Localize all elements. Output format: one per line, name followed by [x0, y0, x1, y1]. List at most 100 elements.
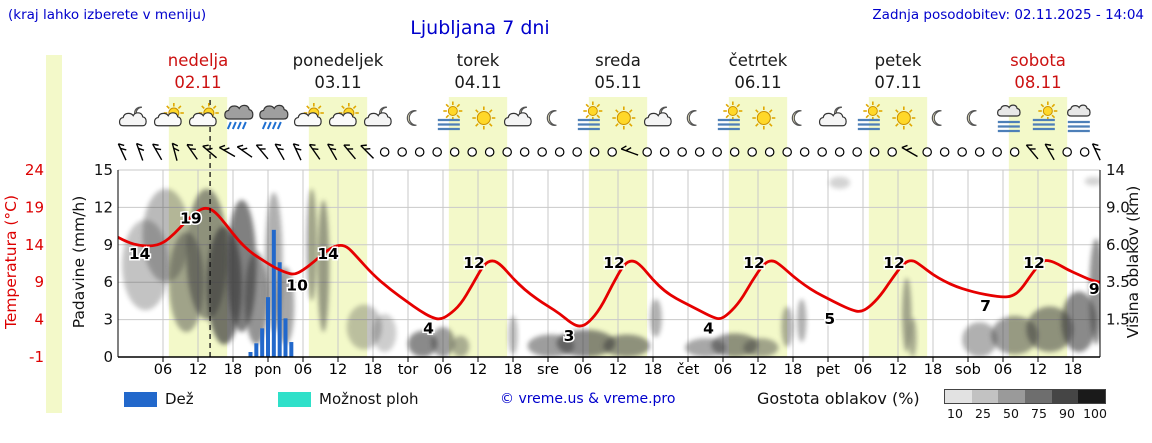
temperature-curve [118, 206, 1100, 328]
weather-icon-rain [259, 104, 289, 130]
cloud-blob [829, 176, 851, 189]
cloud-blob [431, 327, 455, 358]
cloud-blob [603, 334, 651, 357]
cloud-scale-number: 100 [1083, 406, 1107, 421]
time-tick-label: 12 [189, 362, 207, 378]
weather-icon-mooncloud [503, 106, 532, 127]
cloud-blob [508, 315, 518, 355]
moon-shape [406, 110, 417, 126]
wind-calm-circle [379, 147, 390, 157]
wind-barb [1044, 143, 1055, 161]
rain-bar [271, 229, 276, 357]
legend-rain: Dež [124, 390, 194, 408]
cloud-height-tick-label: 3.5 [1106, 273, 1130, 291]
day-name: ponedeljek [292, 51, 384, 70]
rain-drops [261, 121, 267, 130]
wind-calm-circle [414, 147, 425, 157]
wind-calm-circle [747, 147, 757, 157]
cloud-density-scale: 10 25 50 75 90 100 [941, 389, 1109, 421]
weather-icon-mooncloud [118, 106, 147, 127]
temp-tick-label: -1 [29, 348, 44, 366]
cloud-scale-number: 75 [1031, 406, 1047, 421]
wind-calm-circle [1009, 147, 1020, 157]
curve-value-label: 9 [1089, 280, 1100, 298]
cloud-height-tick-label: 1.5 [1106, 311, 1130, 329]
time-tick-label: 18 [1064, 362, 1082, 378]
rain-drops [226, 121, 232, 130]
wind-barb [901, 144, 918, 158]
moon-shape [966, 110, 977, 126]
sun-shape [1038, 101, 1058, 121]
day-name: torek [456, 51, 500, 70]
rain-bar [260, 328, 265, 357]
wind-barb [219, 144, 236, 158]
showers-swatch [278, 391, 311, 407]
rain-drops [276, 121, 282, 130]
wind-calm-circle [484, 147, 495, 157]
weather-icon-sun [612, 106, 636, 130]
wind-calm-circle [589, 147, 600, 157]
day-header-nedelja: nedelja 02.11 [168, 50, 229, 94]
curve-value-label: 5 [824, 310, 835, 328]
weather-icon-fogsun [437, 101, 463, 131]
cloud-shape [293, 112, 322, 127]
cloud-density-layer [122, 176, 1100, 358]
wind-calm-circle [467, 147, 477, 157]
time-tick-label: 12 [609, 362, 627, 378]
weather-icon-sun [892, 106, 916, 130]
curve-value-label: 12 [603, 254, 625, 272]
sun-shape [612, 106, 636, 130]
day-date: 02.11 [174, 73, 222, 92]
wind-calm-circle [764, 147, 775, 157]
cloud-shape [1067, 104, 1091, 117]
weather-icon-moon [931, 110, 942, 126]
cloud-density-legend-label: Gostota oblakov (%) [757, 389, 920, 408]
wind-barb [202, 144, 218, 159]
wind-calm-circle [502, 147, 512, 157]
weather-icon-mooncloud [818, 106, 847, 127]
legend-showers: Možnost ploh [278, 390, 419, 408]
time-tick-label: 06 [714, 362, 732, 378]
cloud-shape [997, 104, 1021, 117]
curve-value-label: 4 [703, 320, 714, 338]
time-tick-label: 18 [364, 362, 382, 378]
wind-symbols-row [117, 142, 1101, 161]
precip-tick-label: 6 [103, 273, 113, 291]
day-header-sobota: sobota 08.11 [1010, 50, 1066, 94]
weather-icon-moon [791, 110, 802, 126]
cloud-blob [797, 299, 807, 343]
wind-calm-circle [729, 147, 740, 157]
cloud-density-scale-numbers: 10 25 50 75 90 100 [941, 404, 1109, 421]
rain-drops [236, 121, 242, 130]
cloud-blob [650, 299, 662, 338]
axes-layer: 24 19 14 9 4 -1 15 12 9 6 3 0 14 9.0 6.0 3.5 1.5 06 12 18 po… [25, 161, 1130, 378]
day-date: 04.11 [454, 73, 502, 92]
wind-calm-circle [782, 147, 792, 157]
cloud-scale-number: 10 [947, 406, 963, 421]
cloud-blob [908, 317, 917, 357]
wind-barb [255, 144, 269, 160]
curve-value-label: 14 [129, 245, 151, 263]
rain-drops [271, 121, 277, 130]
day-header-četrtek: četrtek 06.11 [729, 50, 788, 94]
curve-value-label: 3 [564, 327, 575, 345]
weather-icon-moon [686, 110, 697, 126]
rain-bar [283, 318, 288, 357]
cloud-scale-number: 90 [1059, 406, 1075, 421]
precip-tick-label: 12 [94, 198, 113, 216]
time-tick-label: 18 [644, 362, 662, 378]
wind-calm-circle [449, 147, 460, 157]
cloud-density-gradient-bar [944, 389, 1106, 404]
weather-icon-mooncloud [643, 106, 672, 127]
time-tick-day-label: pet [816, 362, 840, 378]
time-tick-label: 06 [994, 362, 1012, 378]
copyright-link[interactable]: © vreme.us & vreme.pro [500, 391, 676, 407]
wind-calm-circle [642, 147, 652, 157]
sun-shape [892, 106, 916, 130]
weather-icon-moon [546, 110, 557, 126]
time-tick-label: 06 [294, 362, 312, 378]
wind-calm-circle [432, 147, 442, 157]
wind-calm-circle [537, 147, 547, 157]
